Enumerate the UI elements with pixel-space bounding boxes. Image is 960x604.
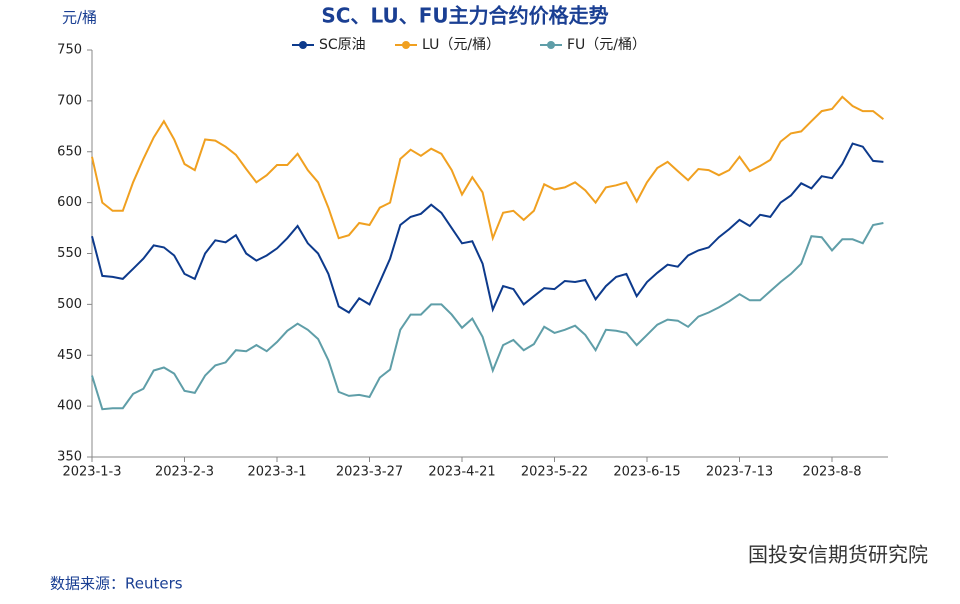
y-tick-label: 700 <box>57 93 82 108</box>
x-tick-label: 2023-6-15 <box>613 465 680 480</box>
watermark: 国投安信期货研究院 <box>748 543 928 567</box>
legend-label: FU（元/桶） <box>567 37 646 53</box>
legend-label: LU（元/桶） <box>422 37 500 53</box>
x-tick-label: 2023-7-13 <box>706 465 773 480</box>
x-tick-label: 2023-3-1 <box>247 465 306 480</box>
series-line <box>91 95 885 242</box>
x-tick-label: 2023-5-22 <box>521 465 588 480</box>
source: 数据来源：Reuters <box>50 575 183 593</box>
y-tick-label: 550 <box>57 246 82 261</box>
x-tick-label: 2023-3-27 <box>336 465 403 480</box>
y-tick-label: 650 <box>57 144 82 159</box>
x-tick-label: 2023-1-3 <box>62 465 121 480</box>
x-tick-label: 2023-8-8 <box>802 465 861 480</box>
chart-title: SC、LU、FU主力合约价格走势 <box>321 4 608 28</box>
y-tick-label: 750 <box>57 43 82 58</box>
y-tick-label: 600 <box>57 195 82 210</box>
y-tick-label: 350 <box>57 450 82 465</box>
series-line <box>91 222 884 411</box>
y-axis-label: 元/桶 <box>62 9 97 27</box>
legend-marker <box>299 41 307 49</box>
y-tick-label: 450 <box>57 348 82 363</box>
series-line <box>91 142 884 314</box>
legend-marker <box>402 41 410 49</box>
y-tick-label: 500 <box>57 297 82 312</box>
x-tick-label: 2023-2-3 <box>155 465 214 480</box>
legend-marker <box>547 41 555 49</box>
y-tick-label: 400 <box>57 399 82 414</box>
x-tick-label: 2023-4-21 <box>428 465 495 480</box>
legend-label: SC原油 <box>319 37 366 53</box>
